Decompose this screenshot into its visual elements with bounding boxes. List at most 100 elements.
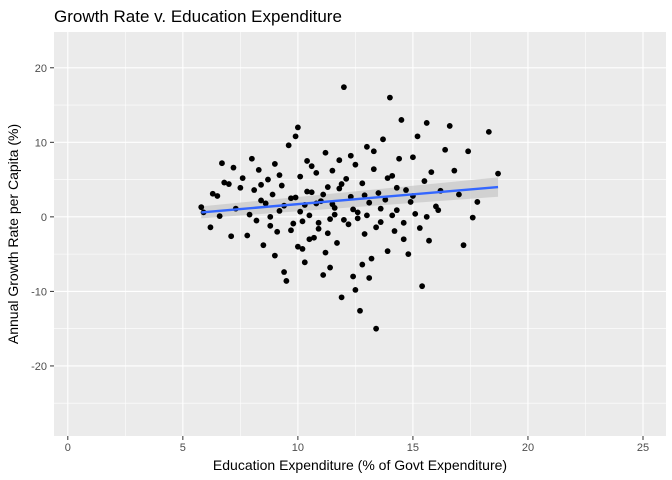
- data-point: [269, 191, 276, 198]
- data-point: [251, 187, 258, 193]
- data-point: [375, 190, 382, 196]
- data-point: [380, 136, 386, 143]
- data-point: [336, 185, 343, 192]
- data-point: [301, 259, 308, 266]
- data-point: [398, 117, 405, 123]
- data-point: [297, 173, 304, 180]
- data-point: [485, 128, 492, 135]
- data-point: [248, 155, 255, 162]
- data-point: [255, 166, 262, 173]
- data-point: [214, 193, 221, 199]
- data-point: [474, 199, 481, 205]
- data-point: [384, 248, 391, 255]
- data-point: [276, 172, 283, 179]
- data-point: [377, 205, 384, 212]
- y-axis-title: Annual Growth Rate per Capita (%): [5, 124, 21, 344]
- data-point: [320, 191, 327, 198]
- data-point: [465, 148, 472, 155]
- data-point: [334, 240, 340, 246]
- y-axis-ticks: -20 -10 0 10 20: [31, 63, 54, 373]
- trend-line-layer: [201, 185, 499, 214]
- data-point: [221, 179, 228, 186]
- data-point: [274, 228, 281, 235]
- data-point: [393, 207, 400, 214]
- data-point: [368, 255, 375, 262]
- x-tick-label: 20: [522, 442, 534, 454]
- y-tick-label: -20: [31, 361, 47, 373]
- x-tick-label: 25: [637, 442, 649, 454]
- data-point: [370, 148, 377, 155]
- data-point: [324, 230, 331, 237]
- data-point: [288, 227, 294, 234]
- data-point: [198, 204, 205, 211]
- data-point: [260, 242, 267, 249]
- data-point: [354, 209, 361, 216]
- x-tick-label: 0: [65, 442, 71, 454]
- data-point: [364, 212, 370, 219]
- data-point: [246, 211, 253, 218]
- data-point: [308, 189, 315, 196]
- data-point: [338, 181, 345, 187]
- data-point: [364, 143, 370, 150]
- x-axis-ticks: 0 5 10 15 20 25: [65, 436, 649, 454]
- data-point: [469, 214, 476, 221]
- data-point: [403, 187, 409, 193]
- data-point: [389, 212, 396, 219]
- data-point: [290, 220, 297, 227]
- data-point: [451, 167, 458, 174]
- data-point: [421, 178, 428, 184]
- data-point: [294, 243, 301, 250]
- data-point: [297, 208, 304, 215]
- data-point: [370, 166, 377, 173]
- data-point: [428, 169, 435, 176]
- data-point: [423, 213, 430, 220]
- data-point: [209, 190, 216, 197]
- data-point: [384, 175, 391, 181]
- x-tick-label: 10: [292, 442, 304, 454]
- data-point: [391, 228, 398, 234]
- data-point: [329, 201, 336, 208]
- data-point: [320, 272, 327, 278]
- trend-line: [201, 185, 499, 214]
- data-point: [340, 216, 347, 223]
- x-tick-label: 5: [180, 442, 186, 454]
- y-tick-label: -10: [31, 286, 47, 298]
- data-point: [416, 225, 423, 231]
- data-point: [336, 157, 343, 164]
- data-point: [258, 181, 264, 188]
- data-point: [400, 236, 407, 243]
- data-point: [230, 164, 237, 171]
- data-point: [283, 278, 290, 284]
- data-point: [324, 184, 331, 190]
- data-point: [244, 232, 251, 239]
- data-point: [389, 172, 396, 179]
- data-point: [414, 133, 421, 140]
- data-point: [306, 212, 313, 219]
- data-point: [271, 252, 278, 259]
- data-point: [357, 307, 363, 314]
- data-point: [352, 161, 359, 168]
- y-tick-label: 10: [35, 137, 47, 149]
- data-point: [281, 269, 287, 275]
- x-tick-label: 15: [407, 442, 419, 454]
- data-point: [377, 219, 384, 225]
- data-point: [313, 169, 320, 176]
- data-point: [329, 167, 336, 174]
- data-point: [304, 158, 310, 164]
- data-point: [350, 273, 356, 280]
- y-tick-label: 20: [35, 63, 47, 75]
- data-point: [327, 216, 333, 222]
- data-point: [239, 175, 246, 181]
- data-point: [299, 246, 306, 252]
- data-point: [396, 155, 403, 162]
- data-point: [278, 182, 285, 189]
- data-point: [262, 200, 269, 207]
- data-point: [347, 152, 354, 159]
- data-point: [292, 194, 299, 201]
- data-point: [373, 325, 380, 332]
- data-point: [267, 213, 274, 220]
- data-point: [442, 146, 449, 153]
- data-point: [419, 283, 426, 290]
- data-point: [292, 133, 299, 140]
